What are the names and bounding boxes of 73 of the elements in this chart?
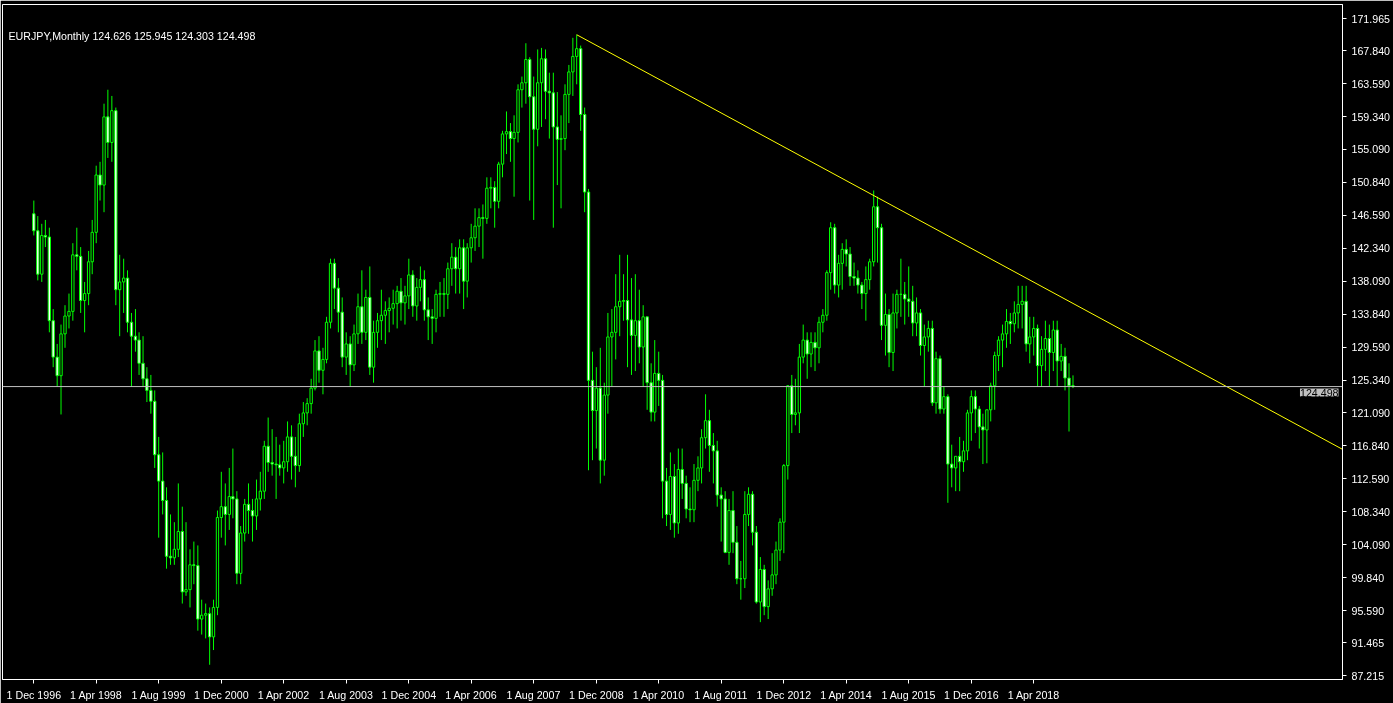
candlestick (289, 424, 294, 481)
x-tick-label: 1 Dec 2000 (194, 688, 249, 701)
candlestick (207, 606, 212, 666)
x-tick-label: 1 Dec 2004 (381, 688, 437, 701)
x-tick-label: 1 Apr 2010 (632, 688, 685, 701)
candlestick (254, 479, 259, 531)
x-tick-label: 1 Dec 2012 (756, 688, 812, 701)
candlestick (1043, 320, 1048, 372)
candlestick (274, 436, 278, 500)
y-tick-label: 108.340 (1351, 505, 1391, 518)
y-tick-label: 104.090 (1351, 538, 1391, 551)
x-tick-label: 1 Apr 2014 (820, 688, 872, 701)
candlestick (957, 436, 962, 492)
y-tick-label: 133.840 (1351, 308, 1391, 321)
candlestick (348, 335, 352, 388)
candlestick (246, 482, 251, 535)
candlestick (1012, 300, 1016, 333)
y-tick-label: 155.090 (1351, 143, 1391, 156)
x-tick-label: 1 Aug 2003 (318, 688, 373, 701)
y-tick-label: 121.090 (1351, 406, 1391, 419)
candlestick (809, 331, 813, 368)
candlestick (1047, 324, 1052, 388)
y-tick-label: 167.840 (1351, 44, 1391, 57)
x-tick-label: 1 Aug 2007 (506, 688, 561, 701)
y-tick-label: 142.340 (1351, 242, 1391, 255)
candlestick (250, 498, 255, 543)
candlestick (618, 254, 622, 337)
candlestick (457, 238, 462, 295)
y-tick-label: 163.590 (1351, 77, 1391, 90)
candlestick (524, 42, 528, 105)
y-tick-label: 91.465 (1351, 636, 1385, 649)
y-tick-label: 99.840 (1351, 571, 1385, 584)
y-tick-label: 171.965 (1351, 12, 1391, 25)
text: EURJPY,Monthly 124.626 125.945 124.303 124.498 (8, 29, 256, 42)
candlestick (203, 603, 208, 639)
y-tick-label: 95.590 (1351, 604, 1385, 617)
candlestick (625, 254, 630, 368)
candlestick (399, 277, 403, 322)
candlestick (1000, 324, 1005, 368)
y-tick-label: 116.840 (1351, 439, 1390, 452)
y-tick-label: 125.340 (1351, 374, 1391, 387)
candlestick (1004, 308, 1009, 349)
y-tick-label: 146.590 (1351, 209, 1391, 222)
candlestick (454, 246, 458, 295)
candlestick (911, 285, 915, 337)
candlestick (621, 273, 626, 322)
candlestick (1051, 320, 1056, 372)
x-tick-label: 1 Apr 1998 (70, 688, 122, 701)
candlestick (379, 289, 384, 341)
y-tick-label: 112.590 (1351, 472, 1390, 485)
x-tick-label: 1 Aug 2011 (694, 688, 748, 701)
x-tick-label: 1 Apr 2006 (445, 688, 497, 701)
x-tick-label: 1 Apr 2002 (257, 688, 310, 701)
y-tick-label: 159.340 (1351, 110, 1391, 123)
candlestick (223, 482, 227, 546)
x-tick-label: 1 Aug 2015 (881, 688, 936, 701)
candlestick (629, 277, 634, 376)
candlestick (973, 389, 977, 434)
x-tick-label: 1 Dec 2016 (944, 688, 999, 701)
x-tick-label: 1 Aug 1999 (131, 688, 186, 701)
ref-line-label: 124.498 (1299, 386, 1339, 399)
x-tick-label: 1 Apr 2018 (1007, 688, 1060, 701)
y-tick-label: 129.590 (1351, 341, 1391, 354)
y-tick-label: 150.840 (1351, 176, 1391, 189)
candlestick (1008, 312, 1013, 345)
y-tick-label: 138.090 (1351, 275, 1391, 288)
candlestick (383, 300, 388, 345)
candlestick (395, 285, 399, 329)
x-tick-label: 1 Dec 2008 (569, 688, 624, 701)
x-tick-label: 1 Dec 1996 (6, 688, 62, 701)
candlestick (805, 331, 809, 380)
y-tick-label: 87.215 (1351, 669, 1385, 682)
candlestick (1016, 285, 1020, 329)
